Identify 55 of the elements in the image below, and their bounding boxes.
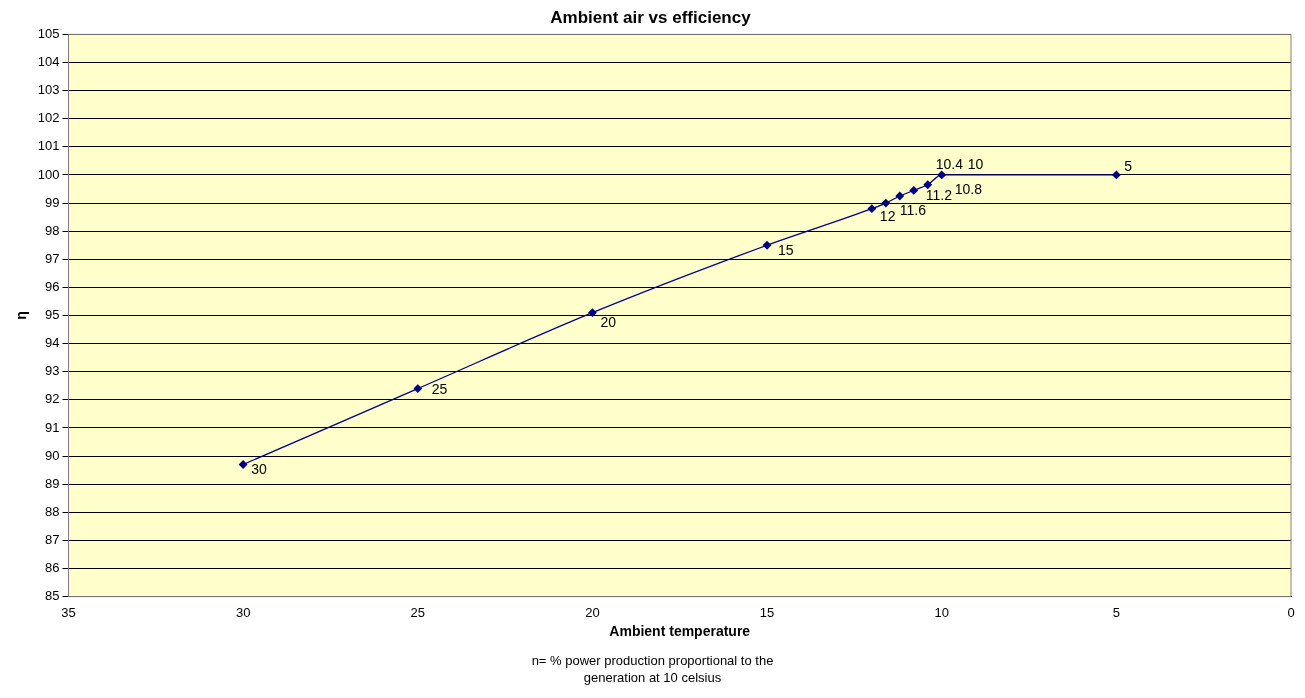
point (867, 204, 876, 213)
y-tick-label: 92 (45, 391, 60, 407)
x-tick-label: 10 (934, 604, 949, 620)
point (588, 308, 597, 317)
annotation: 10.4 (935, 155, 964, 172)
x-tick-label: 30 (235, 604, 251, 620)
y-tick-label: 90 (45, 447, 60, 463)
y-axis-title: η (13, 311, 30, 320)
y-tick-label: 101 (37, 138, 60, 154)
y-tick-label: 99 (45, 194, 60, 210)
y-tick-label: 89 (45, 475, 60, 491)
annotation: 15 (778, 242, 794, 259)
point (413, 384, 422, 393)
point (923, 180, 932, 189)
annotation: 12 (879, 207, 896, 224)
y-tick-label: 96 (45, 278, 60, 294)
annotation: 25 (431, 381, 448, 398)
annotation: 5 (1124, 157, 1133, 174)
y-tick-label: 87 (45, 531, 60, 547)
y-tick-label: 86 (45, 560, 60, 576)
y-tick-label: 97 (45, 250, 60, 266)
x-tick-label: 15 (759, 604, 775, 620)
y-tick-label: 88 (45, 503, 60, 519)
text: n= % power production proportional to the generation at 10 celsius (530, 652, 775, 686)
annotation: 11.6 (899, 201, 927, 218)
y-tick-label: 85 (45, 588, 60, 604)
point (238, 460, 248, 469)
point (937, 170, 946, 180)
x-tick-label: 20 (585, 604, 600, 620)
annotation: 10.8 (954, 181, 983, 198)
point (895, 191, 904, 201)
y-tick-label: 102 (37, 110, 60, 126)
y-tick-label: 93 (45, 363, 60, 379)
y-tick-label: 100 (37, 166, 60, 182)
y-tick-label: 105 (37, 25, 60, 41)
annotation: 11.2 (925, 186, 953, 203)
y-tick-label: 103 (37, 82, 60, 98)
y-tick-label: 95 (45, 307, 60, 323)
point (881, 198, 890, 208)
point (762, 241, 772, 250)
x-tick-label: 5 (1112, 604, 1120, 620)
x-axis-title: Ambient temperature (609, 623, 751, 640)
point (1112, 170, 1121, 180)
x-tick-label: 0 (1287, 604, 1295, 620)
point (909, 186, 918, 195)
annotation: 30 (251, 461, 267, 478)
y-tick-label: 104 (37, 54, 60, 70)
y-tick-label: 91 (45, 419, 60, 435)
chart-title: Ambient air vs efficiency (550, 7, 752, 27)
annotation: 20 (600, 313, 617, 330)
x-tick-label: 25 (410, 604, 426, 620)
y-tick-label: 94 (45, 335, 60, 351)
x-tick-label: 35 (61, 604, 76, 620)
y-tick-label: 98 (45, 222, 60, 238)
annotation: 10 (967, 155, 984, 172)
